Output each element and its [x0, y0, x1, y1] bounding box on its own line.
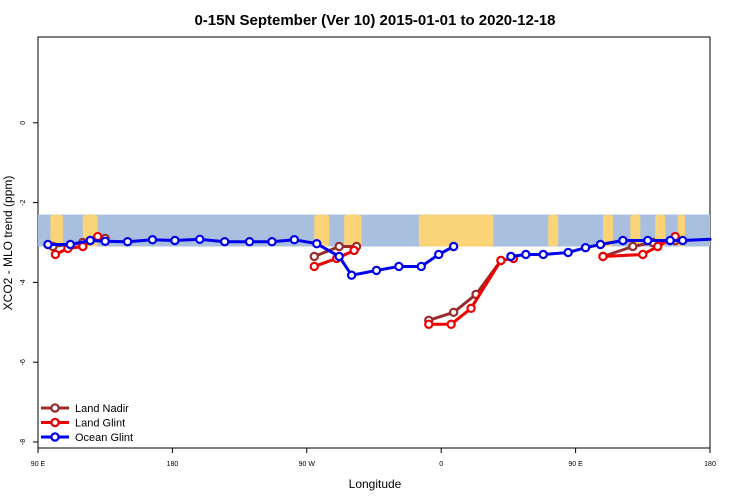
land-mass — [344, 214, 362, 247]
data-point-land-glint — [309, 261, 319, 272]
data-point-land-glint — [653, 241, 663, 252]
data-point-ocean-glint — [677, 235, 688, 246]
data-point-land-nadir — [448, 307, 459, 318]
data-point-ocean-glint — [665, 235, 675, 246]
data-point-ocean-glint — [506, 251, 516, 262]
y-tick-label: -8 — [20, 439, 27, 445]
data-point-ocean-glint — [521, 249, 531, 260]
data-point-ocean-glint — [312, 238, 322, 249]
x-tick-label: 90 E — [568, 461, 583, 468]
data-point-ocean-glint — [267, 237, 277, 247]
data-point-ocean-glint — [394, 261, 404, 272]
data-point-ocean-glint — [563, 247, 573, 258]
data-point-land-glint — [93, 231, 103, 242]
data-point-ocean-glint — [416, 261, 426, 272]
x-axis-label: Longitude — [349, 477, 402, 491]
series-line-land-glint — [428, 256, 514, 326]
series-lines — [43, 231, 712, 329]
data-point-ocean-glint — [448, 241, 459, 252]
series-ocean-glint — [43, 234, 712, 280]
data-point-ocean-glint — [538, 249, 548, 260]
data-point-ocean-glint — [170, 235, 180, 246]
y-tick-label: -4 — [20, 279, 27, 285]
land-mass — [418, 214, 494, 247]
data-point-ocean-glint — [244, 237, 255, 247]
data-point-ocean-glint — [100, 236, 110, 247]
land-mass — [630, 214, 641, 247]
x-tick-label: 90 E — [31, 461, 46, 468]
series-line-land-nadir — [428, 259, 503, 322]
data-point-ocean-glint — [289, 235, 300, 245]
data-point-ocean-glint — [65, 239, 76, 250]
data-point-land-nadir — [309, 251, 319, 262]
x-tick-label: 180 — [167, 461, 179, 468]
data-point-land-glint — [638, 249, 648, 260]
data-point-ocean-glint — [580, 242, 591, 253]
data-point-ocean-glint — [147, 235, 158, 245]
data-point-land-glint — [598, 251, 608, 262]
legend-label-land-nadir: Land Nadir — [75, 403, 129, 415]
data-point-ocean-glint — [43, 239, 53, 250]
data-point-ocean-glint — [434, 249, 444, 260]
legend-label-ocean-glint: Ocean Glint — [75, 432, 133, 444]
legend: Land Nadir Land Glint Ocean Glint — [41, 403, 133, 444]
y-tick-label: -6 — [20, 359, 27, 365]
land-mass — [50, 214, 63, 247]
x-axis: 90 E 180 90 W 0 90 E 180 — [31, 448, 716, 468]
data-point-ocean-glint — [371, 265, 382, 276]
y-tick-label: -2 — [20, 199, 27, 205]
legend-marker-land-nadir — [50, 403, 60, 413]
data-point-land-glint — [424, 319, 434, 329]
x-tick-label: 90 W — [299, 461, 316, 468]
legend-label-land-glint: Land Glint — [75, 418, 125, 430]
data-point-ocean-glint — [346, 270, 357, 280]
chart-title: 0-15N September (Ver 10) 2015-01-01 to 2… — [194, 12, 555, 29]
legend-marker-land-glint — [50, 417, 60, 428]
data-point-ocean-glint — [122, 237, 133, 247]
y-axis: 0 -2 -4 -6 -8 — [20, 121, 38, 445]
data-point-ocean-glint — [195, 234, 205, 245]
data-point-ocean-glint — [219, 237, 230, 247]
data-point-land-glint — [50, 249, 61, 260]
data-point-ocean-glint — [85, 235, 95, 246]
data-point-ocean-glint — [334, 251, 344, 262]
data-point-land-glint — [349, 245, 359, 256]
land-mass — [548, 214, 559, 247]
x-tick-label: 180 — [704, 461, 716, 468]
y-tick-label: 0 — [20, 121, 27, 125]
data-point-land-glint — [446, 319, 456, 329]
land-mass — [314, 214, 330, 247]
y-axis-label: XCO2 - MLO trend (ppm) — [1, 176, 15, 311]
land-mass — [655, 214, 666, 247]
data-point-land-nadir — [628, 241, 638, 252]
data-point-ocean-glint — [618, 235, 628, 246]
data-point-land-glint — [496, 255, 506, 266]
x-tick-label: 0 — [439, 461, 443, 468]
data-point-land-glint — [466, 303, 476, 314]
data-point-ocean-glint — [643, 235, 653, 246]
data-point-land-nadir — [334, 241, 344, 252]
data-point-ocean-glint — [595, 239, 606, 250]
land-mass — [602, 214, 613, 247]
legend-marker-ocean-glint — [50, 432, 60, 442]
